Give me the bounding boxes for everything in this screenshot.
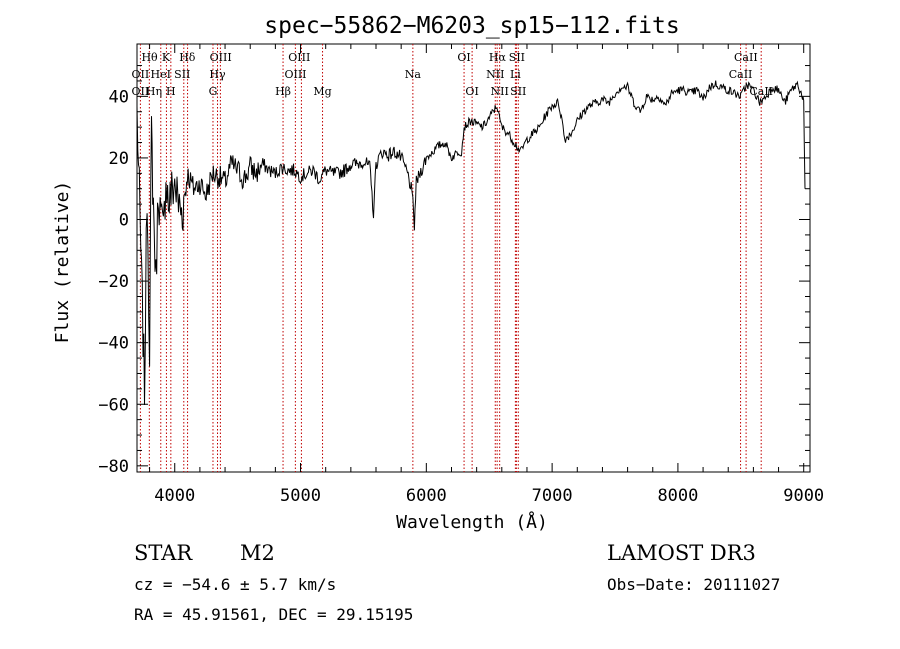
y-tick-label-3: −20 xyxy=(98,272,129,292)
line-label-27: CaII xyxy=(749,85,773,98)
line-label-6: Hα xyxy=(489,51,507,64)
spectrum-line xyxy=(136,80,806,406)
ra-dec: RA = 45.91561, DEC = 29.15195 xyxy=(134,605,413,624)
y-tick-label-6: 40 xyxy=(109,87,129,107)
x-tick-label-3: 7000 xyxy=(532,486,573,506)
line-label-21: G xyxy=(209,85,218,98)
line-label-26: SII xyxy=(510,85,526,98)
y-tick-label-2: −40 xyxy=(98,334,129,354)
plot-frame xyxy=(136,43,811,473)
line-label-5: OI xyxy=(457,51,470,64)
line-label-11: SII xyxy=(174,68,190,81)
line-label-23: Mg xyxy=(313,85,331,98)
object-subclass: M2 xyxy=(240,541,275,565)
line-label-14: Na xyxy=(405,68,422,81)
line-label-22: Hβ xyxy=(275,85,291,98)
spectral-line-markers xyxy=(139,44,762,472)
x-tick-label-5: 9000 xyxy=(783,486,824,506)
line-label-13: OIII xyxy=(284,68,306,81)
y-tick-label-0: −80 xyxy=(98,457,129,477)
line-label-15: NII xyxy=(486,68,504,81)
line-label-19: Hη xyxy=(146,85,162,98)
line-label-4: OIII xyxy=(288,51,310,64)
x-tick-label-0: 4000 xyxy=(154,486,195,506)
x-tick-label-1: 5000 xyxy=(280,486,321,506)
line-label-3: OIII xyxy=(210,51,232,64)
y-tick-label-1: −60 xyxy=(98,395,129,415)
tick-labels: 4000 5000 6000 7000 8000 9000 −80 −60 −40 −20 0 20 4… xyxy=(98,87,824,506)
obs-date: Obs−Date: 20111027 xyxy=(607,575,780,594)
line-label-18: OII xyxy=(132,85,150,98)
y-tick-label-4: 0 xyxy=(119,211,129,231)
object-class: STAR xyxy=(134,541,193,565)
survey-name: LAMOST DR3 xyxy=(607,541,756,565)
line-label-0: Hθ xyxy=(141,51,158,64)
chart-title: spec−55862−M6203_sp15−112.fits xyxy=(264,13,679,39)
line-label-7: SII xyxy=(509,51,525,64)
line-label-25: NII xyxy=(491,85,509,98)
line-label-12: Hγ xyxy=(209,68,226,81)
line-label-24: OI xyxy=(465,85,478,98)
axis-ticks xyxy=(137,44,810,472)
line-label-2: Hδ xyxy=(179,51,196,64)
y-axis-label: Flux (relative) xyxy=(52,181,73,344)
line-label-8: CaII xyxy=(734,51,758,64)
x-tick-label-2: 6000 xyxy=(406,486,447,506)
redshift-cz: cz = −54.6 ± 5.7 km/s xyxy=(134,575,336,594)
line-label-20: H xyxy=(166,85,176,98)
line-label-17: CaII xyxy=(729,68,753,81)
y-tick-label-5: 20 xyxy=(109,149,129,169)
x-tick-label-4: 8000 xyxy=(657,486,698,506)
x-axis-label: Wavelength (Å) xyxy=(396,511,548,533)
line-label-10: HeI xyxy=(151,68,171,81)
line-label-9: OII xyxy=(132,68,150,81)
line-label-1: K xyxy=(162,51,171,64)
line-label-16: Li xyxy=(510,68,521,81)
